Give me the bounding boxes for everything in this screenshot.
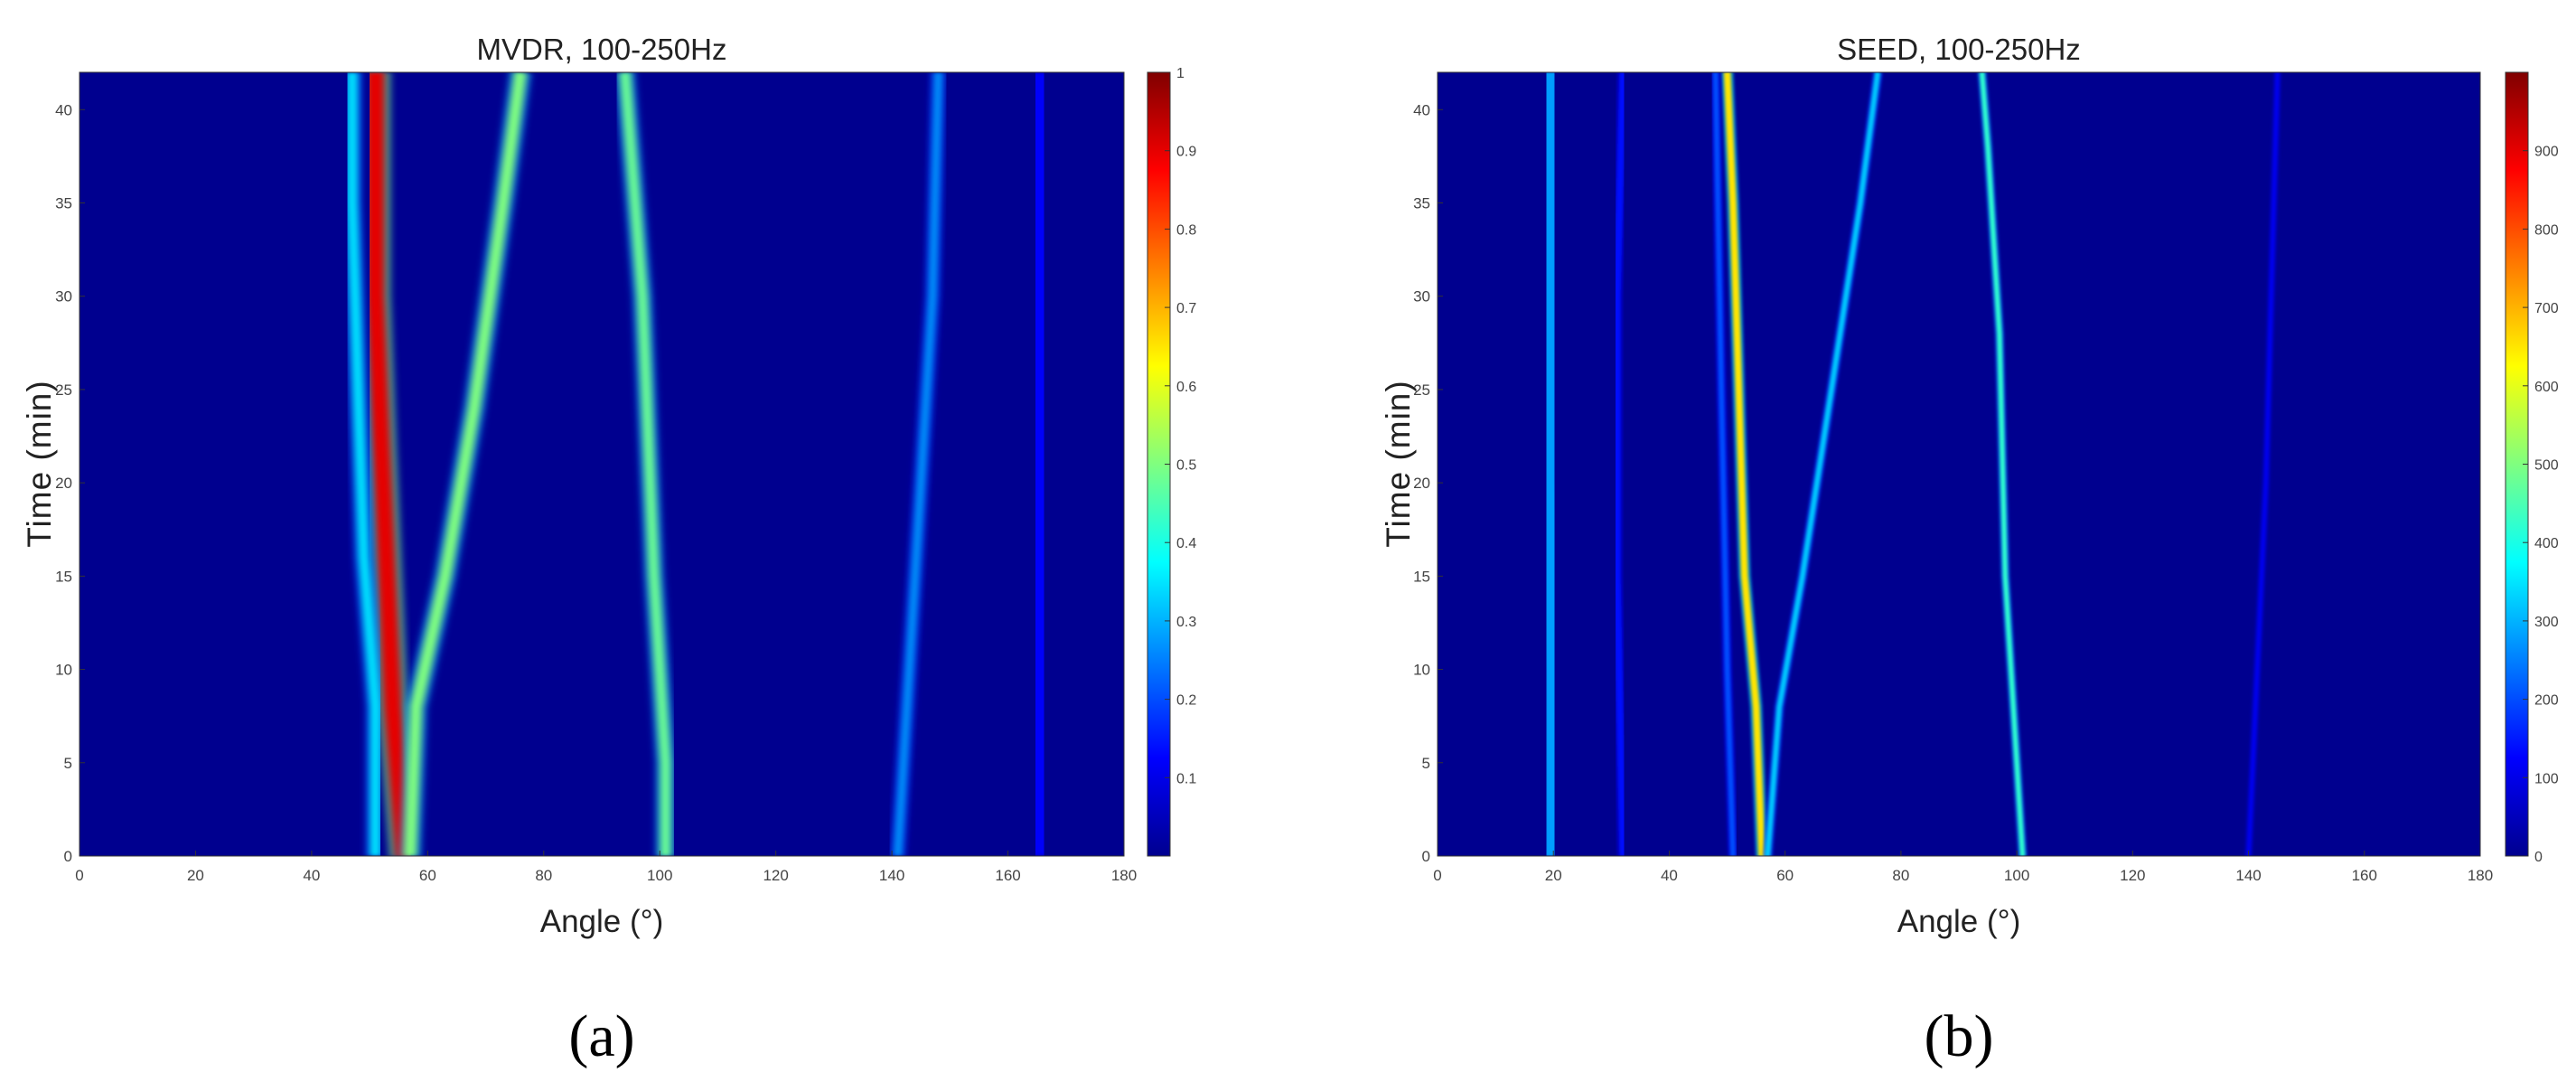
panel-b-x-tick-label: 140 bbox=[2235, 867, 2261, 884]
panel-b-seed: SEED, 100-250Hz 0 20 40 60 80 100 120 140 160 180… bbox=[1380, 33, 2559, 1069]
panel-b-track-5 bbox=[1765, 72, 1881, 856]
panel-a-x-tick-label: 140 bbox=[879, 867, 904, 884]
panel-a-y-tick-label: 35 bbox=[55, 195, 72, 212]
panel-b-caption: (b) bbox=[1925, 1003, 1994, 1069]
panel-a-x-tick-label: 100 bbox=[647, 867, 672, 884]
panel-a-caption: (a) bbox=[568, 1003, 634, 1069]
panel-a-y-tick-label: 30 bbox=[55, 288, 72, 306]
panel-a-title: MVDR, 100-250Hz bbox=[477, 33, 727, 66]
panel-a-colorbar-tick-label: 0.5 bbox=[1176, 458, 1196, 474]
panel-a-track-3 bbox=[366, 72, 414, 856]
panel-a-mvdr: MVDR, 100-250Hz 0 20 40 60 80 100 120 140 160 180… bbox=[21, 33, 1196, 1069]
panel-a-x-tick-label: 160 bbox=[995, 867, 1020, 884]
panel-b-track-6 bbox=[1979, 72, 2026, 856]
panel-a-track-5 bbox=[404, 72, 528, 856]
panel-a-colorbar-tick-label: 0.8 bbox=[1176, 222, 1196, 238]
panel-b-x-tick-label: 60 bbox=[1776, 867, 1794, 884]
panel-b-y-tick-label: 30 bbox=[1413, 288, 1430, 306]
panel-a-x-tick-label: 60 bbox=[419, 867, 436, 884]
panel-b-y-tick-label: 15 bbox=[1413, 568, 1430, 585]
panel-a-y-axis-ticks: 0 5 10 15 20 25 30 35 40 bbox=[55, 101, 85, 865]
panel-a-plot-frame bbox=[79, 71, 1125, 857]
panel-a-y-tick-label: 15 bbox=[55, 568, 72, 585]
panel-b-colorbar-tick-label: 800 bbox=[2534, 222, 2559, 238]
panel-b-x-axis-ticks: 0 20 40 60 80 100 120 140 160 180 bbox=[1433, 851, 2493, 884]
panel-b-y-tick-label: 10 bbox=[1413, 662, 1430, 679]
panel-a-colorbar-tick-label: 1 bbox=[1176, 66, 1185, 81]
panel-b-colorbar-ticks: 0 100 200 300 400 500 600 700 800 900 bbox=[2523, 145, 2559, 865]
panel-a-track-4 bbox=[346, 72, 381, 856]
panel-b-x-tick-label: 160 bbox=[2352, 867, 2377, 884]
panel-a-colorbar-tick-label: 0.9 bbox=[1176, 145, 1196, 160]
panel-b-x-tick-label: 80 bbox=[1892, 867, 1909, 884]
panel-b-x-tick-label: 0 bbox=[1433, 867, 1441, 884]
panel-b-colorbar-tick-label: 500 bbox=[2534, 458, 2559, 474]
panel-a-x-tick-label: 180 bbox=[1111, 867, 1137, 884]
panel-a-colorbar-tick-label: 0.6 bbox=[1176, 380, 1196, 395]
panel-a-heatmap-tracks bbox=[158, 72, 1069, 856]
panel-a-colorbar-tick-label: 0.2 bbox=[1176, 693, 1196, 709]
panel-b-x-tick-label: 40 bbox=[1661, 867, 1678, 884]
panel-b-colorbar-tick-label: 900 bbox=[2534, 145, 2559, 160]
panel-a-y-tick-label: 40 bbox=[55, 101, 72, 118]
panel-b-x-tick-label: 20 bbox=[1545, 867, 1562, 884]
panel-b-colorbar-tick-label: 0 bbox=[2534, 850, 2543, 865]
panel-b-y-tick-label: 25 bbox=[1413, 381, 1430, 399]
panel-b-plot-frame bbox=[1437, 71, 2481, 857]
panel-a-x-tick-label: 40 bbox=[303, 867, 320, 884]
panel-a-colorbar-tick-label: 0.4 bbox=[1176, 536, 1196, 551]
panel-a-colorbar-tick-label: 0.1 bbox=[1176, 771, 1196, 786]
panel-a-y-tick-label: 20 bbox=[55, 475, 72, 492]
panel-a-track-8 bbox=[1022, 72, 1058, 856]
panel-b-title: SEED, 100-250Hz bbox=[1837, 33, 2081, 66]
panel-a-x-tick-label: 120 bbox=[763, 867, 788, 884]
panel-b-colorbar-tick-label: 200 bbox=[2534, 693, 2559, 709]
panel-b-track-4 bbox=[1712, 72, 1737, 856]
panel-b-x-tick-label: 100 bbox=[2004, 867, 2029, 884]
panel-b-x-tick-label: 120 bbox=[2120, 867, 2145, 884]
panel-a-track-6 bbox=[619, 72, 671, 856]
panel-b-y-tick-label: 0 bbox=[1422, 848, 1430, 865]
panel-b-colorbar-tick-label: 300 bbox=[2534, 615, 2559, 630]
panel-b-heatmap-tracks bbox=[1532, 72, 2282, 856]
panel-a-y-tick-label: 0 bbox=[64, 848, 72, 865]
panel-b-y-axis-ticks: 0 5 10 15 20 25 30 35 40 bbox=[1413, 101, 1443, 865]
panel-b-y-tick-label: 35 bbox=[1413, 195, 1430, 212]
panel-b-y-tick-label: 5 bbox=[1422, 755, 1430, 772]
panel-b-y-tick-label: 40 bbox=[1413, 101, 1430, 118]
panel-a-x-tick-label: 20 bbox=[187, 867, 204, 884]
panel-a-x-tick-label: 80 bbox=[535, 867, 552, 884]
panel-b-y-axis-label: Time (min) bbox=[1380, 380, 1417, 547]
panel-a-y-tick-label: 5 bbox=[64, 755, 72, 772]
panel-b-track-3 bbox=[1723, 72, 1766, 856]
panel-b-x-tick-label: 180 bbox=[2468, 867, 2493, 884]
panel-b-heatmap-background bbox=[1438, 72, 2480, 856]
panel-a-x-axis-label: Angle (°) bbox=[540, 904, 664, 939]
panel-a-colorbar-ticks: 0.1 0.2 0.3 0.4 0.5 0.6 0.7 0.8 0.9 1 bbox=[1165, 66, 1196, 786]
panel-a-x-axis-ticks: 0 20 40 60 80 100 120 140 160 180 bbox=[75, 851, 1137, 884]
panel-a-track-7 bbox=[893, 72, 943, 856]
panel-b-track-7 bbox=[2246, 72, 2281, 856]
panel-b-track-1 bbox=[1539, 72, 1562, 856]
panel-b-colorbar-tick-label: 100 bbox=[2534, 771, 2559, 786]
panel-b-y-tick-label: 20 bbox=[1413, 475, 1430, 492]
panel-a-x-tick-label: 0 bbox=[75, 867, 83, 884]
panel-b-x-axis-label: Angle (°) bbox=[1897, 904, 2021, 939]
panel-a-y-tick-label: 10 bbox=[55, 662, 72, 679]
panel-b-colorbar-tick-label: 700 bbox=[2534, 301, 2559, 316]
panel-a-colorbar-tick-label: 0.7 bbox=[1176, 301, 1196, 316]
panel-b-track-2 bbox=[1613, 72, 1627, 856]
panel-a-colorbar-tick-label: 0.3 bbox=[1176, 615, 1196, 630]
panel-a-y-tick-label: 25 bbox=[55, 381, 72, 399]
panel-a-y-axis-label: Time (min) bbox=[21, 380, 58, 547]
panel-b-colorbar-tick-label: 400 bbox=[2534, 536, 2559, 551]
panel-b-colorbar-tick-label: 600 bbox=[2534, 380, 2559, 395]
